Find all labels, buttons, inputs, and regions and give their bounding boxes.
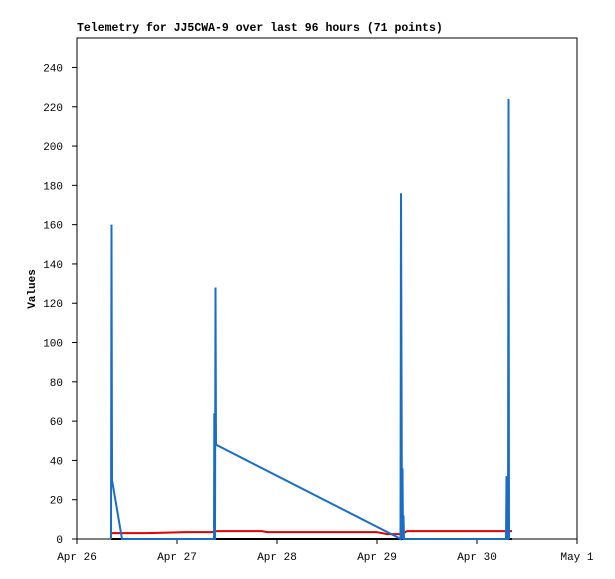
x-tick-label: May 1 xyxy=(560,552,593,564)
y-tick-label: 40 xyxy=(50,456,63,468)
y-tick-label: 80 xyxy=(50,378,63,390)
y-axis-label: Values xyxy=(27,269,39,309)
x-tick-label: Apr 27 xyxy=(157,552,197,564)
x-tick-label: Apr 29 xyxy=(357,552,397,564)
series-line xyxy=(110,98,510,541)
y-tick-label: 140 xyxy=(43,260,63,272)
y-tick-label: 0 xyxy=(56,535,63,547)
y-tick-label: 60 xyxy=(50,417,63,429)
chart-title: Telemetry for JJ5CWA-9 over last 96 hour… xyxy=(77,22,443,35)
y-tick-label: 160 xyxy=(43,221,63,233)
x-tick-label: Apr 26 xyxy=(57,552,97,564)
y-tick-label: 240 xyxy=(43,63,63,75)
plot-frame xyxy=(76,37,578,540)
y-tick-label: 220 xyxy=(43,103,63,115)
series-line xyxy=(111,530,512,536)
y-tick-label: 120 xyxy=(43,299,63,311)
x-tick-label: Apr 28 xyxy=(257,552,297,564)
y-tick-label: 180 xyxy=(43,181,63,193)
y-tick-label: 200 xyxy=(43,142,63,154)
y-tick-label: 100 xyxy=(43,339,63,351)
x-tick-label: Apr 30 xyxy=(457,552,497,564)
y-tick-label: 20 xyxy=(50,496,63,508)
